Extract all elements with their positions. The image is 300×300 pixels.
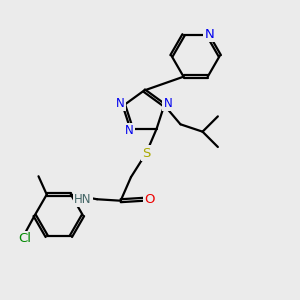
Text: N: N: [204, 28, 214, 41]
Text: N: N: [164, 97, 172, 110]
Text: HN: HN: [74, 193, 92, 206]
Text: O: O: [144, 193, 155, 206]
Text: Cl: Cl: [18, 232, 31, 244]
Text: N: N: [125, 124, 134, 137]
Text: N: N: [116, 97, 125, 110]
Text: S: S: [142, 146, 151, 160]
